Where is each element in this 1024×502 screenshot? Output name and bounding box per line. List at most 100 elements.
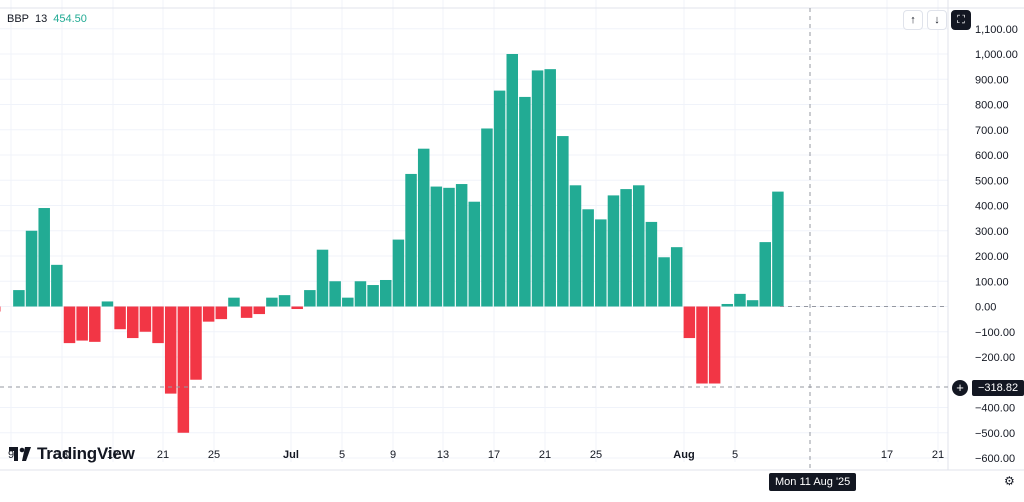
histogram-bar [342,297,354,307]
x-tick-label: Aug [673,449,694,461]
histogram-bar [380,279,392,307]
tradingview-logo-text: TradingView [37,444,135,463]
y-tick-label: 900.00 [975,74,1009,86]
histogram-bar [253,306,265,315]
histogram-bar [89,306,101,342]
histogram-bar [392,239,405,307]
histogram-bar [367,285,379,307]
y-tick-label: −600.00 [975,453,1015,465]
x-tick-label: 9 [8,449,14,461]
crosshair-date-label: Mon 11 Aug '25 [769,473,857,491]
histogram-bar [190,306,202,380]
histogram-bar [468,201,481,307]
histogram-bar [405,173,417,307]
y-tick-label: 0.00 [975,302,996,314]
histogram-bar [266,297,278,307]
fullscreen-icon[interactable]: ⛶ [951,10,971,30]
y-tick-label: −500.00 [975,428,1015,440]
x-tick-label: 13 [56,449,68,461]
histogram-bar [63,306,76,344]
histogram-bar [38,208,50,307]
histogram-bar [455,184,468,307]
histogram-bar [101,301,114,307]
x-tick-label: 21 [157,449,169,461]
histogram-bar [0,306,1,312]
x-tick-label: 21 [932,449,944,461]
histogram-bar [708,306,721,384]
histogram-bar [734,293,746,307]
histogram-bar [139,306,152,332]
y-tick-label: 500.00 [975,175,1009,187]
histogram-bar [696,306,708,384]
histogram-bar [493,90,506,307]
histogram-bar [152,306,164,344]
y-tick-label: 800.00 [975,100,1009,112]
indicator-param: 13 [35,13,48,25]
histogram-bar [278,295,291,307]
x-tick-label: Jul [283,449,299,461]
histogram-bar [582,209,594,307]
histogram-bar [13,290,25,307]
indicator-value: 454.50 [53,13,87,25]
histogram-bar [240,306,253,318]
histogram-bar [114,306,126,330]
histogram-bar [658,257,670,307]
x-tick-label: 17 [881,449,893,461]
x-tick-label: 9 [390,449,396,461]
histogram-bar [595,219,607,307]
histogram-bar [620,189,632,307]
arrow-down-icon[interactable]: ↓ [927,10,947,30]
histogram-bar [759,242,771,307]
x-tick-label: 21 [539,449,551,461]
y-tick-label: −100.00 [975,327,1015,339]
arrow-up-icon[interactable]: ↑ [903,10,923,30]
histogram-bar [177,306,190,433]
histogram-bar [76,306,88,341]
histogram-bar [721,303,734,307]
histogram-bar [127,306,139,339]
histogram-bar [569,185,582,307]
histogram-bar [354,281,367,307]
add-alert-plus-icon[interactable]: + [952,380,968,396]
y-tick-label: 1,000.00 [975,49,1018,61]
y-tick-label: 600.00 [975,150,1009,162]
histogram-bar [443,187,455,307]
histogram-bar [329,281,341,307]
x-tick-label: 5 [732,449,738,461]
histogram-bar [481,128,493,307]
y-tick-label: −400.00 [975,403,1015,415]
tradingview-logo[interactable]: TradingView [9,444,135,464]
histogram-bar [772,191,784,307]
y-tick-label: 1,100.00 [975,24,1018,36]
x-tick-label: 25 [590,449,602,461]
histogram-bar [25,230,38,307]
histogram-bar [202,306,215,322]
histogram-bar [291,306,303,310]
histogram-bar [607,195,620,307]
y-tick-label: 700.00 [975,125,1009,137]
histogram-bar [683,306,696,339]
histogram-bar [633,185,645,307]
x-tick-label: 17 [488,449,500,461]
histogram-bar [531,70,544,307]
histogram-bar [304,290,316,307]
y-tick-label: 400.00 [975,201,1009,213]
histogram-bar [670,247,683,307]
indicator-name: BBP [7,13,30,25]
histogram-bar [417,148,430,307]
indicator-legend[interactable]: BBP 13 454.50 [7,13,87,25]
y-tick-label: 200.00 [975,251,1009,263]
y-tick-label: 300.00 [975,226,1009,238]
histogram-bar [430,186,443,307]
x-tick-label: 17 [107,449,119,461]
y-tick-label: −200.00 [975,352,1015,364]
histogram-bar [544,69,556,307]
histogram-bar [557,136,569,307]
histogram-bar [746,300,759,307]
settings-gear-icon[interactable]: ⚙ [1004,474,1015,488]
histogram-bar [506,54,518,307]
histogram-bar [51,264,63,307]
x-tick-label: 5 [339,449,345,461]
histogram-bar [215,306,228,320]
